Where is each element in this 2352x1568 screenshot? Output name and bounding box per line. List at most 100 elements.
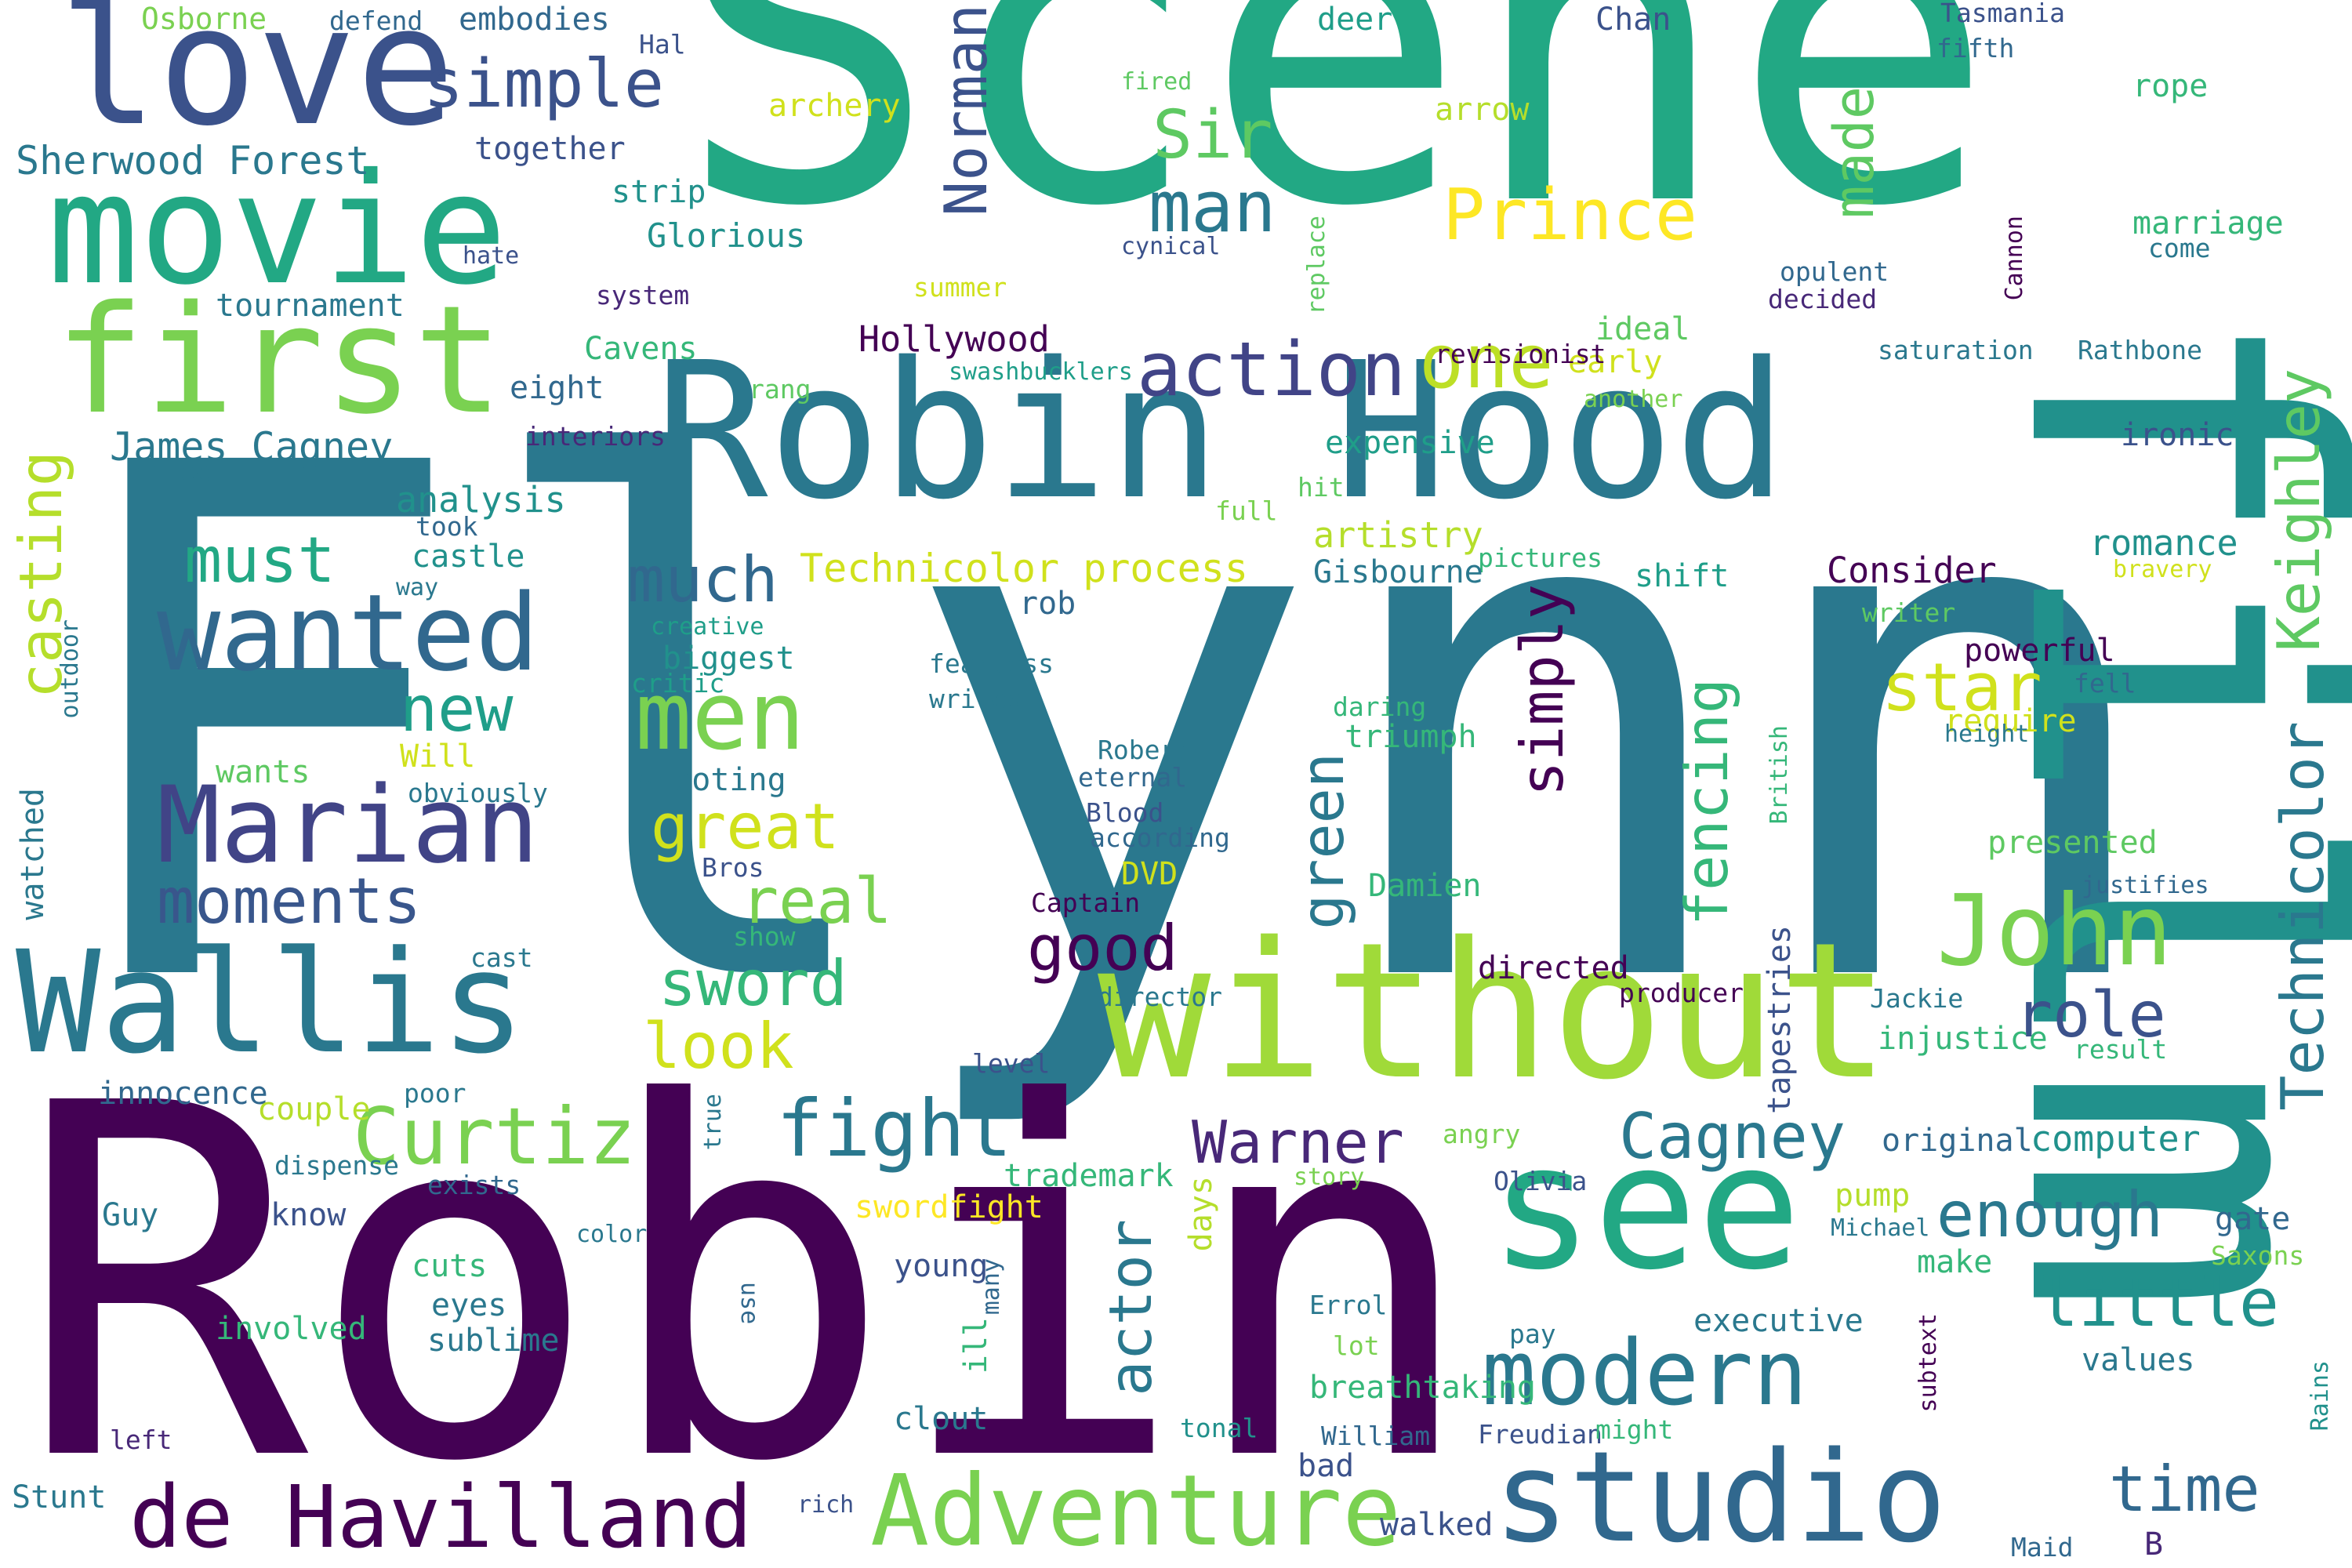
word-action: action (1137, 327, 1406, 413)
word-damien: justifies (2082, 872, 2209, 899)
word-freudian: might (1595, 1414, 1674, 1445)
word-romance: castle (412, 539, 525, 575)
word-hal: Hal (639, 29, 686, 60)
word-directed: director (1098, 982, 1222, 1012)
word-creative: writer (1862, 597, 1956, 628)
word-rob: creative (651, 613, 764, 641)
word-eyes: sublime (427, 1323, 560, 1359)
word-subtext: values (2082, 1342, 2195, 1378)
word-dispense: angry (1443, 1119, 1521, 1149)
word-presented: British (1766, 725, 1793, 825)
word-scene: Scene (674, 0, 1996, 303)
word-deer: deer (1317, 2, 1393, 38)
word-fifth: fifth (1936, 33, 2015, 64)
word-system: summer (913, 272, 1007, 303)
word-men: men (635, 662, 805, 771)
word-ideal: early (1568, 344, 1663, 380)
word-revisionist: saturation (1878, 335, 2034, 365)
word-archery: archery (768, 88, 901, 124)
word-errol: involved (216, 1311, 367, 1347)
word-breathtaking: Rains (2307, 1360, 2334, 1432)
word-fencing: fencing (1672, 678, 1741, 927)
word-guy: know (270, 1197, 347, 1233)
word-new: new (400, 673, 514, 746)
word-full: analysis (396, 479, 566, 521)
word-moments: moments (157, 865, 422, 938)
word-saturation: Rathbone (2078, 335, 2202, 365)
word-innocence: poor (404, 1078, 466, 1109)
word-computer: trademark (1004, 1158, 1174, 1194)
word-great: great (651, 790, 840, 863)
word-ill: lot (1333, 1330, 1380, 1361)
word-expensive: hit (1298, 472, 1345, 503)
word-tasmania: Tasmania (1940, 0, 2065, 28)
word-lot: breathtaking (1309, 1370, 1536, 1406)
word-outdoor: biggest (662, 641, 795, 677)
word-swashbucklers: another (1584, 386, 1683, 413)
word-pictures: romance (2089, 522, 2238, 564)
word-justifies: Captain (1031, 887, 1141, 918)
word-prince: Prince (1443, 174, 1698, 256)
word-see: see (1490, 1107, 1802, 1308)
word-eternal: Blood (1086, 797, 1164, 828)
word-require: height (1944, 720, 2030, 748)
word-flynn: Flynn (47, 318, 2172, 1139)
word-james-cagney: James Cagney (110, 424, 394, 470)
word-actor: actor (1096, 1219, 1165, 1396)
word-jackie: injustice (1878, 1021, 2048, 1057)
word-fell: critic (631, 668, 725, 699)
word-artistry: pictures (1478, 543, 1602, 573)
word-enough: enough (1936, 1178, 2163, 1251)
word-robin: Robin (16, 1003, 1479, 1568)
word-according: presented (1987, 825, 2158, 861)
word-without: without (1098, 902, 1891, 1121)
word-another: ironic (2121, 417, 2234, 453)
word-must: must (184, 524, 336, 597)
word-studio: studio (1494, 1424, 1947, 1568)
word-sword: sword (659, 947, 848, 1020)
word-wants: obviously (408, 778, 548, 808)
word-glorious: Glorious (647, 216, 806, 255)
word-warner: Warner (1192, 1108, 1404, 1177)
word-clout: left (110, 1425, 172, 1455)
word-british: Bros (702, 852, 764, 883)
word-many: cuts (412, 1248, 488, 1284)
word-early: revisionist (1435, 339, 1606, 369)
word-bravery: way (396, 574, 439, 601)
word-values: use (735, 1282, 763, 1325)
word-took: artistry (1313, 514, 1483, 556)
word-tonal: William (1321, 1421, 1431, 1451)
word-john: John (1936, 874, 2173, 988)
word-castle: Gisbourne (1313, 554, 1483, 590)
word-captain: show (733, 921, 796, 952)
word-embodies: embodies (459, 2, 610, 38)
word-technicolor-process: Technicolor process (800, 546, 1248, 591)
word-three: expensive (1325, 425, 1495, 461)
word-simple: simple (423, 45, 665, 123)
word-color: pump (1835, 1178, 1911, 1214)
word-trademark: exists (427, 1170, 521, 1200)
word-sherwood-forest: Sherwood Forest (16, 138, 370, 183)
word-make: young (894, 1248, 989, 1284)
word-strip: strip (612, 174, 706, 210)
word-tapestries: cast (470, 942, 533, 973)
word-writes: daring (1333, 691, 1427, 722)
word-level: innocence (98, 1076, 268, 1112)
word-biggest: fearless (929, 648, 1054, 679)
word-result: level (972, 1048, 1051, 1079)
word-ironic: interiors (525, 421, 666, 452)
word-man: man (1149, 166, 1276, 249)
word-rang: swashbucklers (949, 358, 1133, 386)
word-poor: couple (257, 1091, 371, 1127)
word-much: much (627, 543, 779, 616)
word-blood: according (1090, 822, 1230, 853)
word-powerful: fell (2074, 668, 2136, 699)
word-original: computer (2031, 1118, 2201, 1160)
word-rathbone: Cavens (584, 331, 698, 367)
word-swordfight: days (1183, 1176, 1219, 1252)
word-robert: wants (216, 754, 310, 790)
word-shooting: eternal (1078, 762, 1188, 793)
word-made: made (1822, 86, 1886, 219)
word-exists: Olivia (1494, 1166, 1588, 1196)
